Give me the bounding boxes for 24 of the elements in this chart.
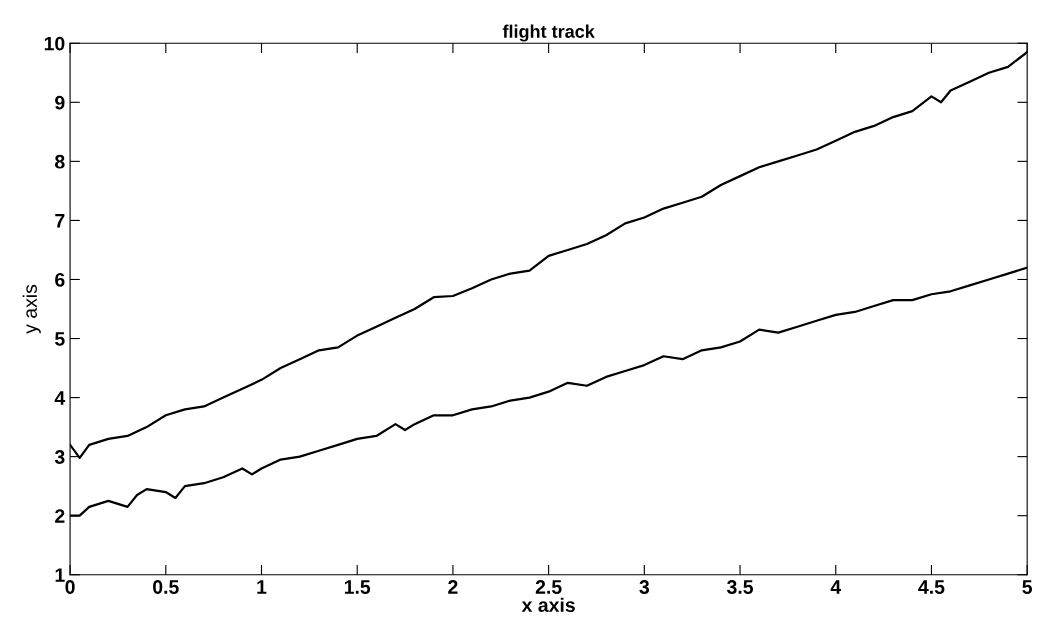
y-tick-label: 1 (55, 568, 65, 582)
x-tick-label: 0 (65, 580, 75, 594)
x-tick-label: 4.5 (918, 580, 945, 594)
x-tick-label: 5 (1022, 580, 1033, 594)
y-tick-label: 10 (44, 36, 65, 51)
y-tick-label: 7 (55, 214, 65, 228)
x-tick-label: 4 (830, 580, 842, 594)
x-tick-label: 2 (448, 580, 458, 594)
x-tick-label: 1.5 (344, 580, 371, 594)
y-tick-label: 2 (55, 509, 65, 523)
x-tick-label: 3 (639, 580, 650, 594)
y-tick-label: 3 (54, 450, 65, 464)
x-tick-label: 2.5 (535, 580, 562, 594)
y-tick-label: 5 (55, 332, 65, 346)
x-tick-label: 3.5 (726, 580, 754, 594)
y-axis-title: y axis (22, 284, 41, 334)
y-tick-label: 4 (54, 391, 66, 405)
y-tick-label: 6 (55, 272, 65, 287)
chart-title: flight track (502, 24, 595, 42)
x-tick-label: 1 (257, 580, 267, 594)
x-axis-title: x axis (521, 597, 575, 613)
x-tick-label: 0.5 (153, 580, 179, 594)
y-tick-label: 8 (55, 154, 65, 169)
y-tick-label: 9 (55, 95, 65, 110)
